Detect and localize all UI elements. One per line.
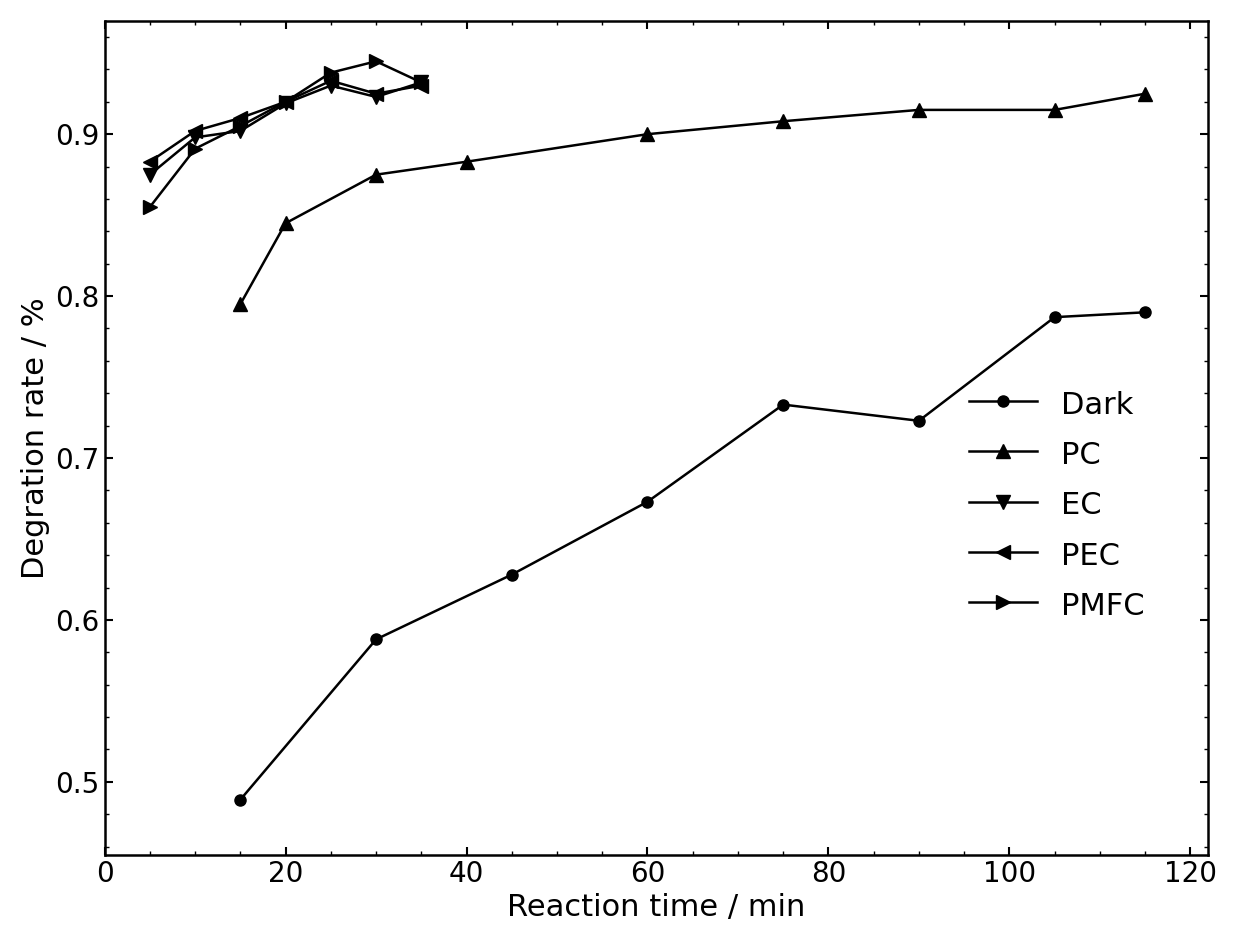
EC: [143, 169, 157, 180]
PC: [278, 218, 293, 229]
Line: PMFC: PMFC: [143, 55, 428, 214]
Dark: [233, 794, 248, 805]
Line: EC: EC: [143, 75, 428, 182]
PMFC: [324, 67, 339, 78]
X-axis label: Reaction time / min: Reaction time / min: [507, 893, 806, 922]
Dark: [505, 569, 520, 580]
Line: Dark: Dark: [234, 306, 1151, 805]
Dark: [911, 415, 926, 426]
PMFC: [143, 202, 157, 213]
Dark: [776, 399, 791, 410]
PC: [459, 156, 474, 167]
PC: [368, 169, 383, 180]
EC: [324, 80, 339, 91]
PC: [640, 128, 655, 140]
EC: [414, 76, 429, 88]
PMFC: [414, 76, 429, 88]
PMFC: [278, 96, 293, 108]
PEC: [324, 75, 339, 87]
PEC: [414, 80, 429, 91]
PC: [776, 116, 791, 127]
EC: [278, 98, 293, 109]
PEC: [368, 88, 383, 99]
PC: [1047, 105, 1061, 116]
PMFC: [187, 143, 202, 155]
EC: [368, 91, 383, 103]
PMFC: [368, 56, 383, 67]
PC: [233, 299, 248, 310]
Dark: [640, 496, 655, 507]
PMFC: [233, 121, 248, 132]
Legend: Dark, PC, EC, PEC, PMFC: Dark, PC, EC, PEC, PMFC: [955, 372, 1161, 637]
PEC: [187, 125, 202, 137]
PC: [1137, 88, 1152, 99]
PEC: [233, 112, 248, 124]
PEC: [143, 156, 157, 167]
Line: PC: PC: [233, 87, 1152, 311]
Dark: [1047, 311, 1061, 323]
PC: [911, 105, 926, 116]
Dark: [368, 634, 383, 645]
Dark: [1137, 306, 1152, 318]
Line: PEC: PEC: [143, 74, 428, 169]
EC: [187, 132, 202, 143]
Y-axis label: Degration rate / %: Degration rate / %: [21, 297, 50, 579]
PEC: [278, 96, 293, 108]
EC: [233, 125, 248, 137]
